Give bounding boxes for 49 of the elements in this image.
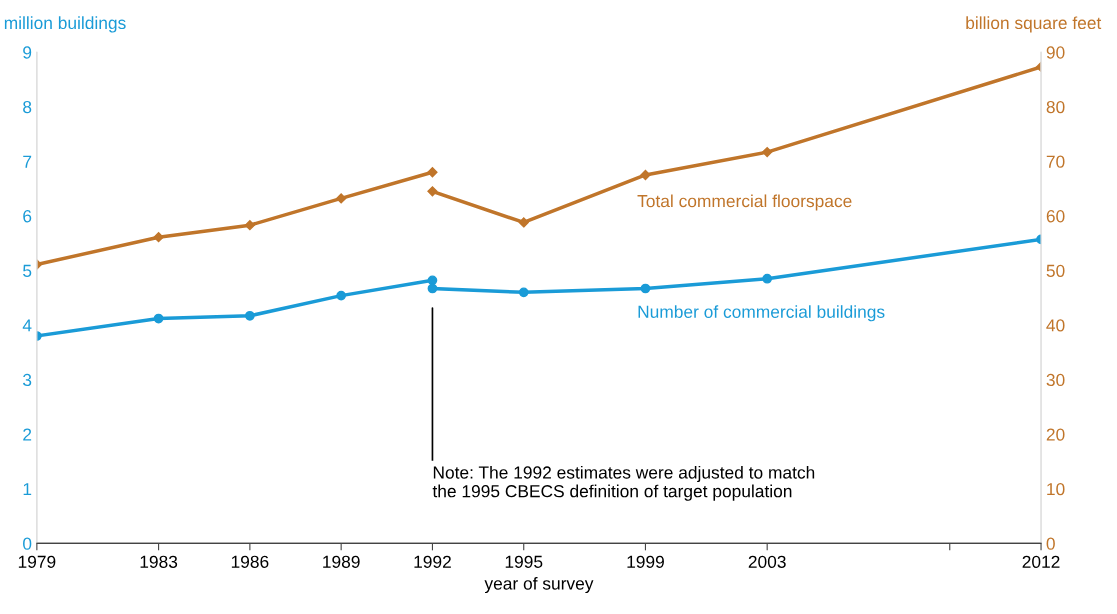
point	[640, 283, 651, 294]
x-tick-label: 1992	[414, 555, 451, 568]
y-tick-label: 2	[23, 428, 32, 441]
y2-tick-label: 80	[1046, 100, 1065, 114]
point	[762, 273, 773, 284]
x-tick-label: 2003	[748, 555, 786, 568]
y2-tick-label: 40	[1046, 319, 1065, 332]
y-tick-label: 7	[23, 155, 32, 168]
point	[762, 146, 773, 158]
point	[427, 167, 438, 178]
x-tick-label: 1989	[323, 555, 360, 568]
series-label: Number of commercial buildings	[638, 305, 885, 322]
x-axis-title: year of survey	[484, 576, 594, 594]
point	[336, 290, 347, 301]
y2-tick-label: 10	[1047, 482, 1065, 496]
y-tick-label: 1	[23, 483, 32, 496]
point	[427, 186, 438, 197]
y-tick-label: 8	[23, 100, 32, 114]
y-tick-label: 6	[23, 210, 32, 223]
annotation: Note: The 1992 estimates were adjusted to match the 1995 CBECS definition of target population	[432, 465, 815, 501]
y2-axis-title: billion square feet	[966, 16, 1102, 33]
y2-tick-label: 20	[1046, 428, 1065, 441]
y2-tick-label: 70	[1046, 155, 1065, 168]
x-tick-label: 1983	[140, 555, 178, 568]
y-axis-title: million buildings	[4, 16, 126, 33]
point	[244, 220, 255, 231]
series-label: Total commercial floorspace	[637, 194, 852, 211]
point	[427, 283, 438, 294]
y2-tick-label: 0	[1046, 537, 1055, 550]
y-tick-label: 3	[23, 373, 32, 387]
point	[245, 310, 255, 321]
y2-tick-label: 30	[1046, 373, 1065, 387]
point	[153, 232, 164, 243]
point	[336, 193, 347, 204]
point	[153, 313, 164, 324]
point	[518, 217, 529, 228]
y-tick-label: 9	[23, 46, 32, 59]
y-tick-label: 0	[23, 537, 32, 550]
point	[518, 287, 529, 298]
y-tick-label: 4	[22, 319, 32, 332]
x-tick-label: 1979	[18, 555, 56, 568]
y-tick-label: 5	[23, 264, 32, 277]
y2-tick-label: 90	[1046, 46, 1065, 59]
y2-tick-label: 60	[1046, 210, 1065, 223]
x-tick-label: 1995	[505, 555, 543, 568]
y2-tick-label: 50	[1046, 264, 1065, 277]
x-tick-label: 1986	[231, 555, 269, 568]
x-tick-label: 1999	[627, 555, 664, 568]
x-tick-label: 2012	[1022, 555, 1060, 568]
